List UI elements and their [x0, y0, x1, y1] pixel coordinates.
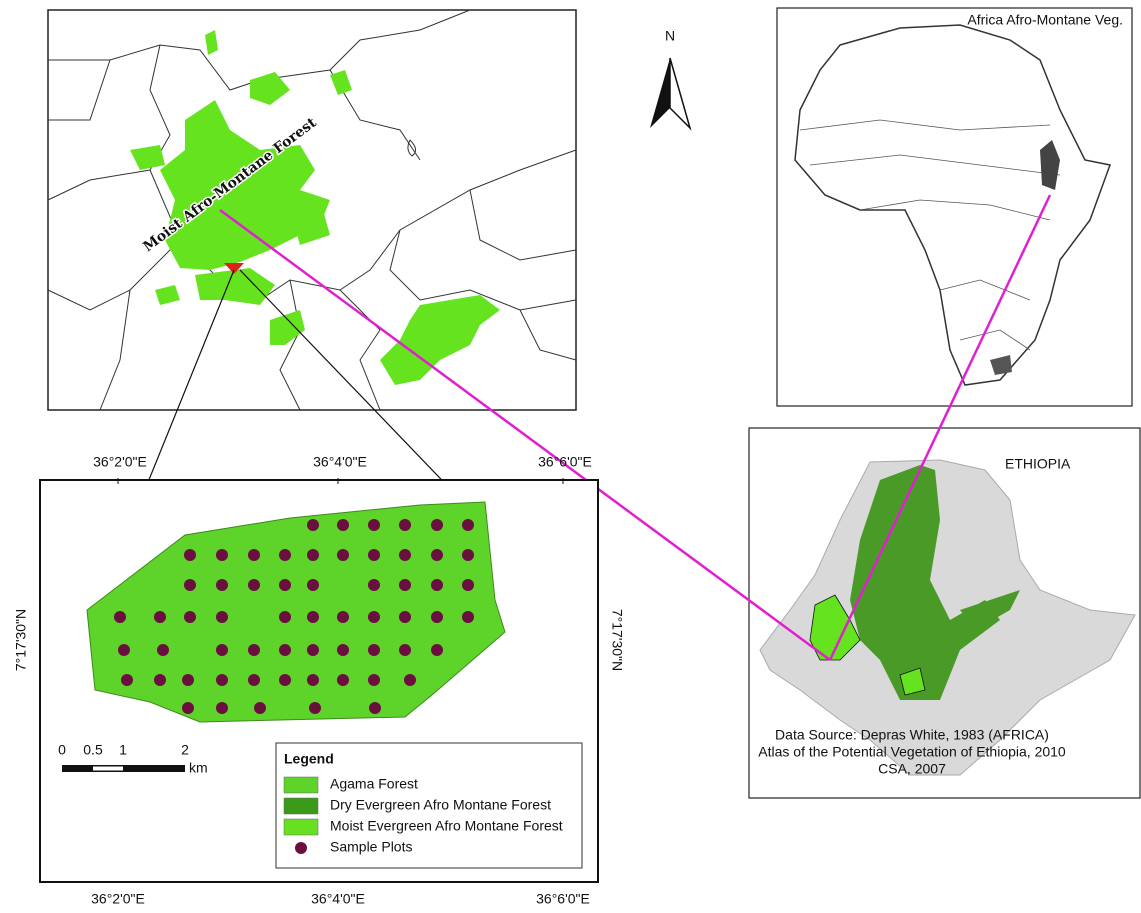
sample-plot	[309, 702, 321, 714]
scale-label: 0	[58, 742, 66, 758]
sample-plot	[254, 702, 266, 714]
sample-plot	[368, 519, 380, 531]
sample-plot	[307, 579, 319, 591]
sample-plot	[431, 579, 443, 591]
north-label: N	[665, 28, 675, 44]
legend-label: Sample Plots	[330, 839, 412, 855]
source-line: CSA, 2007	[878, 761, 946, 777]
sample-plot	[368, 674, 380, 686]
sample-plot	[462, 579, 474, 591]
legend-label: Agama Forest	[330, 776, 418, 792]
sample-plot	[279, 549, 291, 561]
sample-plot	[216, 674, 228, 686]
map-figure: Moist Afro-Montane Forest N Africa Afro-…	[0, 0, 1141, 913]
sample-plot	[431, 611, 443, 623]
sample-plot	[307, 674, 319, 686]
source-line: Data Source: Depras White, 1983 (AFRICA)	[775, 727, 1049, 743]
x-label-top: 36°4'0"E	[313, 454, 367, 470]
sample-plot	[404, 674, 416, 686]
africa-inset: Africa Afro-Montane Veg.	[777, 8, 1132, 406]
sample-plot	[248, 549, 260, 561]
sample-plot	[121, 674, 133, 686]
sample-plot	[368, 549, 380, 561]
sample-plot	[216, 579, 228, 591]
sample-plot	[157, 644, 169, 656]
sample-plot	[184, 611, 196, 623]
sample-plot	[184, 549, 196, 561]
x-label-top: 36°2'0"E	[93, 454, 147, 470]
sample-plot	[114, 611, 126, 623]
sample-plot	[431, 549, 443, 561]
sample-plot	[248, 674, 260, 686]
sample-plot	[279, 674, 291, 686]
north-arrow: N	[650, 28, 690, 128]
sample-plot	[307, 611, 319, 623]
legend-label: Moist Evergreen Afro Montane Forest	[330, 818, 563, 834]
scale-label: 1	[119, 742, 127, 758]
scale-unit: km	[189, 760, 208, 776]
region-map: Moist Afro-Montane Forest	[48, 10, 576, 410]
sample-plot	[279, 611, 291, 623]
scale-label: 0.5	[83, 742, 103, 758]
sample-plot	[248, 644, 260, 656]
legend-label: Dry Evergreen Afro Montane Forest	[330, 797, 551, 813]
sample-plot	[368, 611, 380, 623]
sample-plot	[307, 519, 319, 531]
sample-plot	[154, 611, 166, 623]
y-label-right: 7°17'30"N	[609, 609, 625, 671]
sample-plot	[337, 549, 349, 561]
legend-swatch	[284, 798, 318, 814]
x-label-bottom: 36°2'0"E	[91, 891, 145, 907]
sample-plot	[462, 611, 474, 623]
study-map: Legend Agama Forest Dry Evergreen Afro Mo…	[40, 480, 598, 882]
ethiopia-title: ETHIOPIA	[1005, 456, 1071, 472]
scale-bar-body	[62, 765, 185, 772]
sample-plot	[182, 674, 194, 686]
sample-plot	[462, 519, 474, 531]
sample-plot	[399, 644, 411, 656]
source-line: Atlas of the Potential Vegetation of Eth…	[758, 744, 1066, 760]
sample-plot	[431, 519, 443, 531]
sample-plot	[216, 702, 228, 714]
legend-dot	[295, 842, 307, 854]
sample-plot	[307, 549, 319, 561]
arrow-right	[670, 58, 690, 128]
sample-plot	[431, 644, 443, 656]
sample-plot	[462, 549, 474, 561]
sample-plot	[307, 644, 319, 656]
sample-plot	[399, 579, 411, 591]
africa-title: Africa Afro-Montane Veg.	[967, 12, 1123, 28]
sample-plot	[279, 579, 291, 591]
sample-plot	[182, 702, 194, 714]
x-label-top: 36°6'0"E	[538, 454, 592, 470]
legend-swatch	[284, 777, 318, 793]
sample-plot	[399, 519, 411, 531]
sample-plot	[279, 644, 291, 656]
sample-plot	[368, 579, 380, 591]
sample-plot	[216, 611, 228, 623]
sample-plot	[369, 702, 381, 714]
scale-label: 2	[181, 742, 189, 758]
legend-swatch	[284, 819, 318, 835]
sample-plot	[399, 611, 411, 623]
sample-plot	[154, 674, 166, 686]
sample-plot	[118, 644, 130, 656]
x-label-bottom: 36°6'0"E	[536, 891, 590, 907]
x-label-bottom: 36°4'0"E	[311, 891, 365, 907]
sample-plot	[184, 579, 196, 591]
sample-plot	[216, 549, 228, 561]
legend-title: Legend	[284, 751, 334, 767]
sample-plot	[337, 519, 349, 531]
y-label-left: 7°17'30"N	[13, 609, 29, 671]
arrow-left	[650, 58, 670, 128]
sample-plot	[216, 644, 228, 656]
sample-plot	[337, 644, 349, 656]
scale-bar-gap	[93, 767, 123, 771]
sample-plot	[337, 674, 349, 686]
sample-plot	[368, 644, 380, 656]
sample-plot	[399, 549, 411, 561]
sample-plot	[248, 579, 260, 591]
sample-plot	[337, 611, 349, 623]
